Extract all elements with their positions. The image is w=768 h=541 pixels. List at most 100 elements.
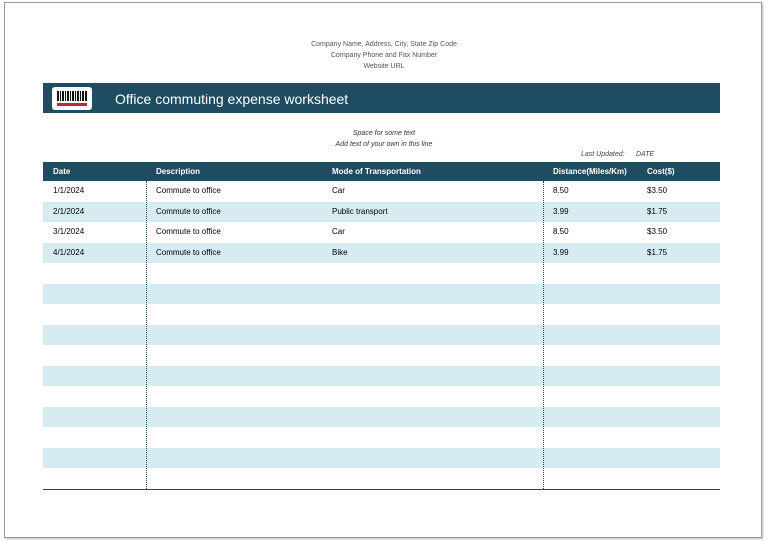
empty-cell — [637, 407, 720, 428]
empty-cell — [146, 386, 322, 407]
last-updated-label: Last Updated: — [581, 151, 625, 158]
data-row-cell: 3/1/2024 — [53, 227, 85, 236]
empty-cell — [637, 366, 720, 387]
empty-cell — [543, 386, 637, 407]
header-row-cell: Description — [156, 167, 201, 176]
empty-row — [43, 304, 720, 325]
empty-cell — [43, 284, 146, 305]
empty-row — [43, 324, 720, 346]
empty-cell — [43, 448, 146, 469]
header-row-cell: Distance(Miles/Km) — [553, 167, 627, 176]
empty-cell — [43, 304, 146, 325]
empty-cell — [146, 407, 322, 428]
empty-row — [43, 427, 720, 448]
empty-cell — [637, 325, 720, 346]
empty-cell — [322, 345, 543, 366]
empty-cell — [543, 345, 637, 366]
empty-row — [43, 406, 720, 428]
data-row: 1/1/2024 Commute to office Car 8.50 $3.50 — [43, 181, 720, 202]
empty-row — [43, 386, 720, 407]
empty-cell — [43, 366, 146, 387]
data-row-cell: $1.75 — [647, 206, 668, 216]
empty-cell — [322, 468, 543, 489]
empty-cell — [637, 345, 720, 366]
data-row-cell: Public transport — [332, 206, 388, 216]
empty-cell — [146, 427, 322, 448]
header-line: Company Phone and Fax Number — [330, 52, 438, 59]
column-divider — [146, 181, 147, 489]
data-row-cell: Commute to office — [156, 227, 221, 236]
empty-cell — [322, 325, 543, 346]
data-row-cell: 4/1/2024 — [53, 247, 85, 257]
empty-cell — [543, 427, 637, 448]
column-divider — [543, 181, 544, 489]
empty-cell — [543, 325, 637, 346]
empty-row — [43, 283, 720, 305]
empty-cell — [543, 284, 637, 305]
empty-cell — [146, 284, 322, 305]
data-row-cell: Commute to office — [156, 247, 221, 257]
empty-cell — [43, 325, 146, 346]
header-row-cell: Cost($) — [647, 167, 675, 176]
banner — [43, 83, 720, 113]
empty-cell — [146, 325, 322, 346]
empty-cell — [43, 345, 146, 366]
empty-cell — [543, 304, 637, 325]
empty-cell — [543, 263, 637, 284]
empty-cell — [322, 386, 543, 407]
table-bottom-rule — [43, 489, 720, 490]
empty-cell — [322, 448, 543, 469]
empty-cell — [43, 407, 146, 428]
empty-cell — [322, 263, 543, 284]
empty-cell — [543, 468, 637, 489]
empty-row — [43, 468, 720, 489]
data-row-cell: 3.99 — [553, 206, 569, 216]
header-line: Website URL — [363, 63, 405, 70]
empty-cell — [637, 468, 720, 489]
empty-cell — [322, 284, 543, 305]
table: Date Description Mode of Transportation Dis… — [43, 162, 720, 489]
data-row-cell: Commute to office — [156, 206, 221, 216]
empty-cell — [637, 284, 720, 305]
data-row: 2/1/2024 Commute to office Public transpor… — [43, 201, 720, 222]
empty-cell — [146, 304, 322, 325]
empty-cell — [146, 263, 322, 284]
note: Space for some text — [352, 130, 416, 137]
empty-cell — [43, 468, 146, 489]
empty-cell — [543, 407, 637, 428]
empty-cell — [637, 448, 720, 469]
empty-cell — [146, 345, 322, 366]
data-row-cell: 2/1/2024 — [53, 206, 85, 216]
data-row-cell: 1/1/2024 — [53, 186, 85, 195]
empty-cell — [146, 448, 322, 469]
empty-cell — [43, 263, 146, 284]
empty-row — [43, 263, 720, 284]
data-row-cell: Bike — [332, 247, 348, 257]
empty-cell — [43, 427, 146, 448]
data-row-cell: $1.75 — [647, 247, 668, 257]
empty-cell — [543, 448, 637, 469]
empty-row — [43, 447, 720, 469]
empty-cell — [322, 366, 543, 387]
empty-cell — [637, 263, 720, 284]
header-line: Company Name, Address, City, State Zip C… — [311, 41, 457, 48]
note: Add text of your own in this line — [335, 141, 433, 148]
data-row-cell: 3.99 — [553, 247, 569, 257]
empty-cell — [637, 427, 720, 448]
data-row: 4/1/2024 Commute to office Bike 3.99 $1.75 — [43, 242, 720, 263]
barcode-icon — [52, 87, 92, 110]
empty-cell — [637, 304, 720, 325]
empty-cell — [322, 304, 543, 325]
header-row-cell: Date — [53, 167, 71, 176]
empty-cell — [637, 386, 720, 407]
empty-cell — [322, 427, 543, 448]
empty-cell — [322, 407, 543, 428]
data-row-cell: Car — [332, 227, 345, 236]
empty-cell — [43, 386, 146, 407]
data-row-cell: $3.50 — [647, 227, 668, 236]
empty-cell — [146, 468, 322, 489]
empty-cell — [543, 366, 637, 387]
data-row-cell: 8.50 — [553, 227, 569, 236]
empty-row — [43, 365, 720, 387]
